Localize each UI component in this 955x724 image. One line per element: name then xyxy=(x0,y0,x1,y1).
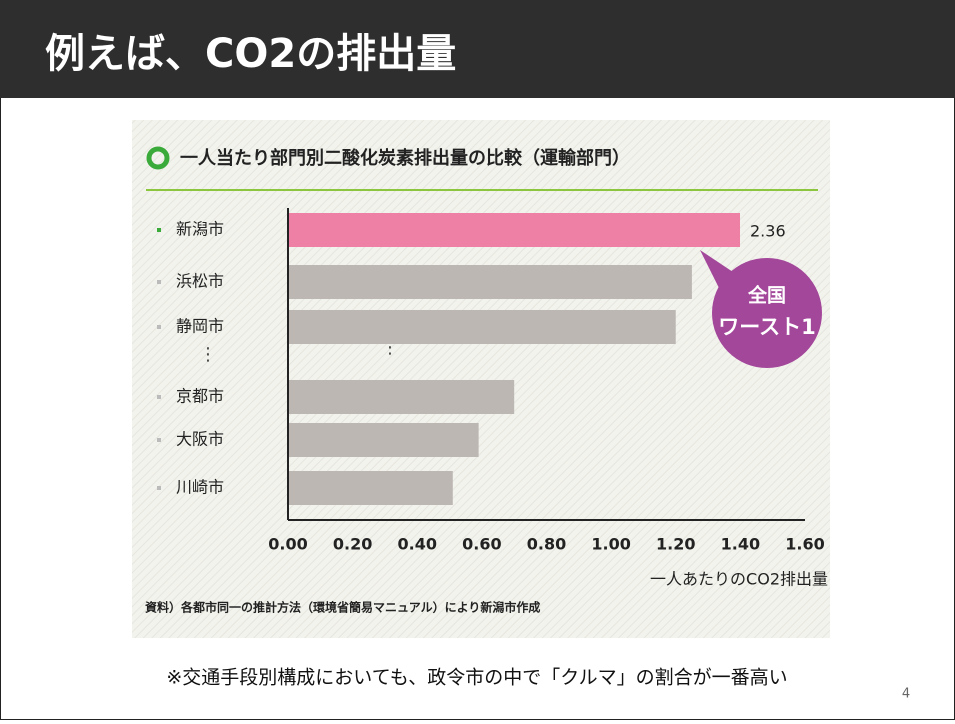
category-label: 静岡市 xyxy=(176,317,224,336)
ellipsis: ⋮ xyxy=(199,344,217,365)
page-number: 4 xyxy=(902,687,910,702)
slide-title: 例えば、CO2の排出量 xyxy=(45,31,456,77)
bar xyxy=(288,471,453,505)
category-bullet xyxy=(157,325,161,329)
x-tick-label: 1.60 xyxy=(785,535,824,554)
x-tick-label: 1.20 xyxy=(656,535,695,554)
bar xyxy=(288,265,692,299)
x-tick-label: 0.60 xyxy=(462,535,501,554)
category-label: 川崎市 xyxy=(176,478,224,497)
category-label: 新潟市 xyxy=(176,220,224,239)
value-label: 2.36 xyxy=(750,222,786,241)
source-note: 資料）各都市同一の推計方法（環境省簡易マニュアル）により新潟市作成 xyxy=(145,600,540,615)
category-label: 大阪市 xyxy=(176,430,224,449)
x-tick-label: 0.80 xyxy=(527,535,566,554)
x-tick-label: 0.20 xyxy=(333,535,372,554)
bar xyxy=(288,380,514,414)
bar xyxy=(288,423,479,457)
footnote: ※交通手段別構成においても、政令市の中で「クルマ」の割合が一番高い xyxy=(166,667,787,689)
category-bullet xyxy=(157,395,161,399)
category-label: 京都市 xyxy=(176,387,224,406)
x-tick-label: 0.00 xyxy=(268,535,307,554)
x-tick-label: 0.40 xyxy=(398,535,437,554)
badge-text: ワースト1 xyxy=(718,315,816,339)
x-tick-label: 1.40 xyxy=(721,535,760,554)
bar xyxy=(288,310,676,344)
category-bullet xyxy=(157,228,161,232)
badge xyxy=(712,258,822,368)
slide: 例えば、CO2の排出量 一人当たり部門別二酸化炭素排出量の比較（運輸部門） ⋮ … xyxy=(0,0,955,720)
badge-text: 全国 xyxy=(747,284,786,307)
chart-bg xyxy=(132,120,830,638)
category-bullet xyxy=(157,438,161,442)
x-axis-label: 一人あたりのCO2排出量 xyxy=(650,570,828,589)
category-bullet xyxy=(157,280,161,284)
category-bullet xyxy=(157,486,161,490)
chart-title: 一人当たり部門別二酸化炭素排出量の比較（運輸部門） xyxy=(180,147,630,169)
x-tick-label: 1.00 xyxy=(591,535,630,554)
category-label: 浜松市 xyxy=(176,272,224,291)
